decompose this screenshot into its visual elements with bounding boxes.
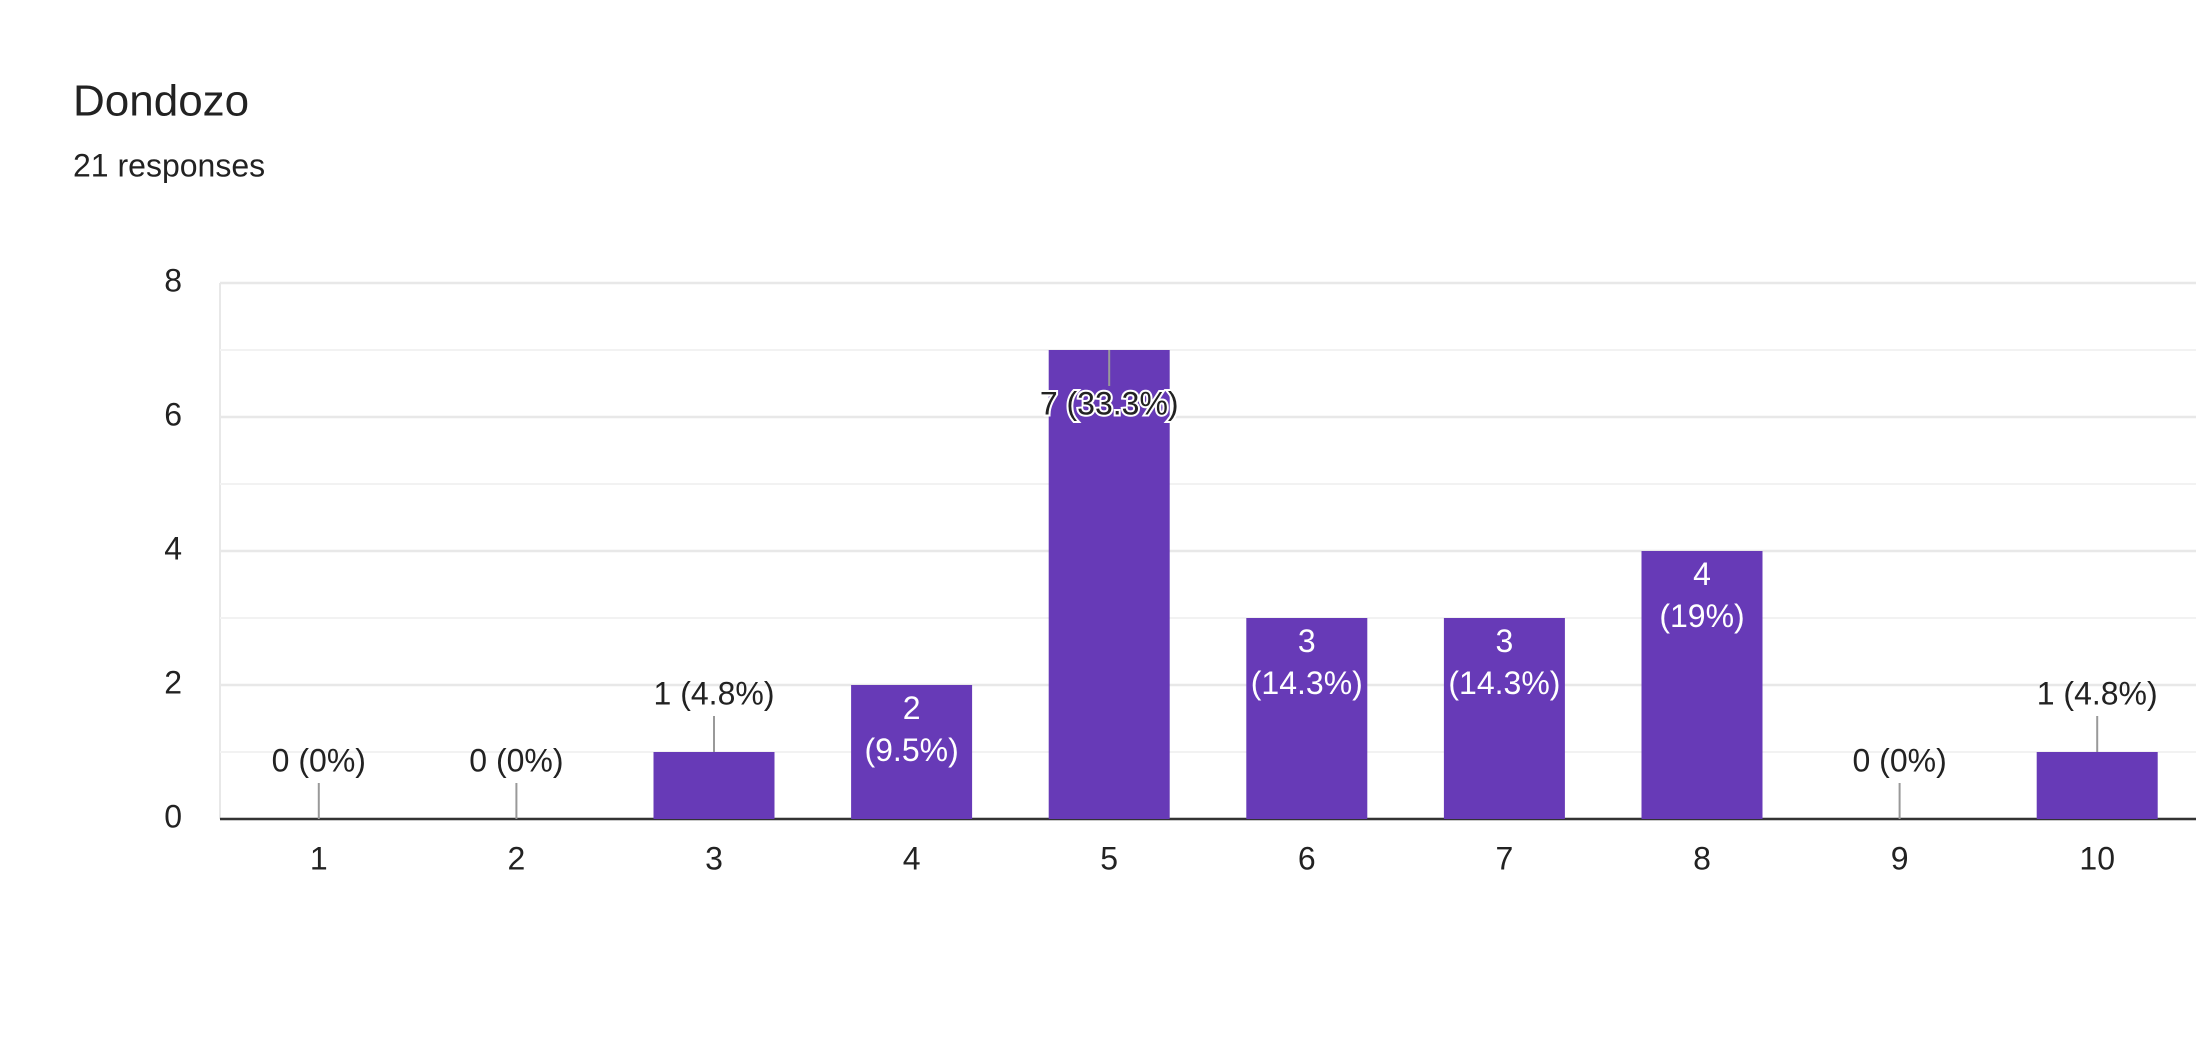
bar bbox=[1246, 618, 1368, 819]
bar bbox=[1443, 618, 1565, 819]
data-label: 0 (0%) bbox=[1852, 742, 1946, 778]
y-tick-label: 8 bbox=[164, 262, 182, 298]
x-tick-label: 3 bbox=[705, 840, 723, 876]
x-tick-label: 7 bbox=[1496, 840, 1514, 876]
chart-title: Dondozo bbox=[73, 77, 249, 126]
y-tick-label: 0 bbox=[164, 798, 182, 834]
x-tick-label: 4 bbox=[903, 840, 921, 876]
x-tick-label: 2 bbox=[508, 840, 526, 876]
x-tick-label: 5 bbox=[1100, 840, 1118, 876]
data-label: 0 (0%) bbox=[272, 742, 366, 778]
data-label: 7 (33.3%) bbox=[1040, 385, 1179, 421]
data-label: 0 (0%) bbox=[469, 742, 563, 778]
bar bbox=[851, 685, 973, 819]
data-label: 3 (14.3%) bbox=[1448, 623, 1560, 701]
data-label: 1 (4.8%) bbox=[654, 675, 775, 711]
data-label: 1 (4.8%) bbox=[2037, 675, 2158, 711]
data-label: 2 (9.5%) bbox=[864, 690, 958, 768]
bar bbox=[1641, 551, 1763, 819]
data-label: 4 (19%) bbox=[1659, 556, 1744, 634]
x-tick-label: 8 bbox=[1693, 840, 1711, 876]
y-tick-label: 6 bbox=[164, 396, 182, 432]
bar bbox=[2036, 752, 2158, 819]
bar bbox=[653, 752, 775, 819]
bar bbox=[1048, 350, 1170, 819]
x-tick-label: 6 bbox=[1298, 840, 1316, 876]
chart-subtitle: 21 responses bbox=[73, 147, 265, 183]
x-tick-label: 10 bbox=[2079, 840, 2115, 876]
x-tick-label: 9 bbox=[1891, 840, 1909, 876]
y-tick-label: 4 bbox=[164, 530, 182, 566]
data-label: 3 (14.3%) bbox=[1251, 623, 1363, 701]
y-tick-label: 2 bbox=[164, 664, 182, 700]
x-tick-label: 1 bbox=[310, 840, 328, 876]
